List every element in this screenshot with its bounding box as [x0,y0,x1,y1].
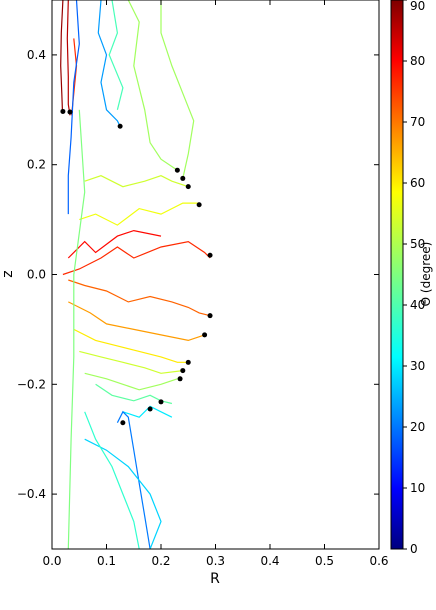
endpoint-marker [185,184,191,190]
trajectory-line [84,372,178,391]
colorbar-label: Θ (degree) [419,242,433,307]
trajectory-line [108,0,124,110]
x-tick-label: 0.2 [151,554,170,568]
y-axis-label: z [0,270,16,277]
colorbar [390,0,404,550]
trajectory-line [66,0,71,116]
endpoint-marker [180,368,186,374]
trajectory-line [62,240,211,276]
x-tick-label: 0.6 [369,554,388,568]
colorbar-tick-label: 60 [410,176,425,190]
y-tick-label: −0.4 [17,487,46,501]
endpoint-marker [177,376,183,382]
colorbar-tick-label: 30 [410,359,425,373]
endpoint-marker [185,359,191,365]
colorbar-tick-label: 90 [410,0,425,13]
colorbar-tick-label: 20 [410,420,425,434]
trajectory-line [122,405,173,418]
x-axis-label: R [210,571,220,587]
endpoint-marker [174,167,180,173]
x-tick-label: 0.4 [260,554,279,568]
endpoint-marker [196,202,202,208]
x-tick-label: 0.3 [206,554,225,568]
trajectory-line [84,411,140,549]
y-tick-label: 0.4 [27,48,46,62]
colorbar-tick-label: 10 [410,481,425,495]
trajectory-line [68,279,211,317]
endpoint-marker [117,123,123,129]
trajectory-line [67,229,162,259]
trajectory-line [60,0,64,110]
endpoint-marker [67,109,73,115]
colorbar-tick-label: 0 [410,542,418,556]
colorbar-ticks: 0 10 20 30 40 50 60 70 80 90 [403,0,425,556]
trajectory-line [79,202,200,226]
endpoint-marker [207,313,213,319]
trajectory-line [67,109,86,549]
x-tick-label: 0.5 [315,554,334,568]
y-tick-label: 0.0 [27,268,46,282]
x-tick-label: 0.0 [42,554,61,568]
trajectory-line [73,328,189,363]
colorbar-tick-label: 40 [410,298,425,312]
trajectory-line [97,0,121,127]
trajectory-line [79,350,183,374]
endpoint-marker [202,332,208,338]
trajectory-lines [60,0,211,549]
y-tick-label: −0.2 [17,377,46,391]
endpoint-marker [147,406,153,412]
colorbar-tick-label: 50 [410,237,425,251]
x-axis-ticks: 0.0 0.1 0.2 0.3 0.4 0.5 0.6 [42,0,389,568]
endpoint-marker [120,420,126,426]
endpoint-markers [60,108,213,426]
endpoint-marker [207,252,213,258]
trajectory-line [84,438,162,549]
endpoint-marker [180,175,186,181]
x-tick-label: 0.1 [97,554,116,568]
trajectory-line [84,175,189,188]
y-axis-ticks: −0.4 −0.2 0.0 0.2 0.4 [17,48,379,501]
y-tick-label: 0.2 [27,158,46,172]
trajectory-line [116,410,151,549]
endpoint-marker [60,108,66,114]
colorbar-tick-label: 80 [410,54,425,68]
trajectory-line [160,0,195,179]
trajectory-line [127,0,178,171]
trajectory-line [67,0,80,215]
colorbar-tick-label: 70 [410,115,425,129]
endpoint-marker [158,399,164,405]
trajectory-line [68,301,205,342]
